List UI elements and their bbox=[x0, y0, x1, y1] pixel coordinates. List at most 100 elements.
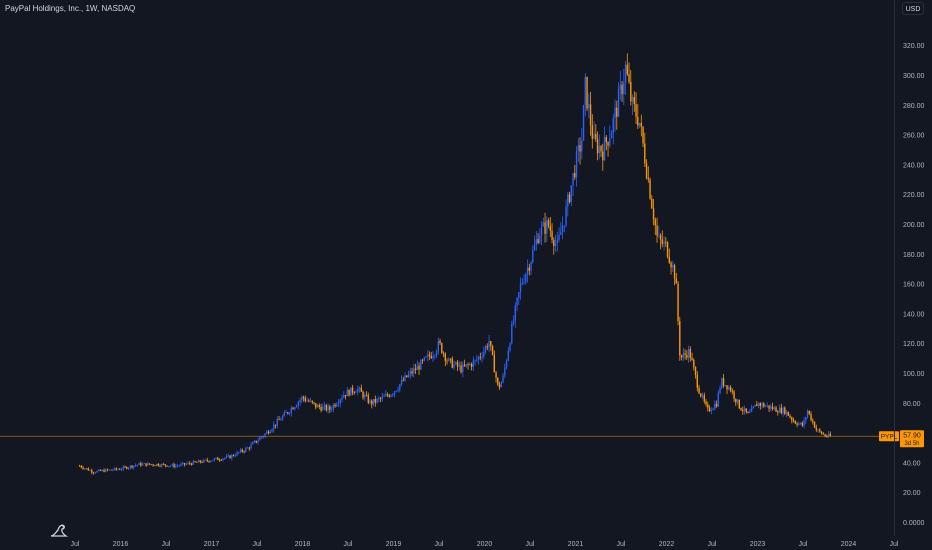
candle-body bbox=[78, 465, 81, 467]
candle-body bbox=[626, 64, 628, 75]
candle-body bbox=[582, 105, 585, 141]
candle-body bbox=[332, 404, 334, 410]
candle-body bbox=[773, 407, 775, 410]
candle-body bbox=[530, 262, 532, 271]
candle-body bbox=[549, 226, 551, 231]
candle-body bbox=[528, 267, 530, 271]
candle-body bbox=[313, 402, 315, 404]
x-tick-label: Jul bbox=[617, 541, 626, 548]
candle-body bbox=[112, 469, 114, 471]
candle-body bbox=[456, 362, 459, 367]
candle-body bbox=[462, 364, 464, 373]
candle-body bbox=[808, 410, 810, 414]
candle-body bbox=[519, 283, 522, 293]
candle-body bbox=[105, 469, 107, 472]
candle-body bbox=[731, 390, 733, 392]
candle-body bbox=[621, 84, 623, 94]
candle-body bbox=[532, 250, 534, 263]
candle-body bbox=[301, 396, 303, 401]
candle-body bbox=[668, 256, 670, 263]
candle-body bbox=[708, 407, 711, 412]
currency-button[interactable]: USD bbox=[902, 2, 924, 15]
x-tick-label: Jul bbox=[71, 541, 80, 548]
candle-body bbox=[376, 398, 378, 403]
candle-body bbox=[780, 407, 782, 414]
x-tick-label: Jul bbox=[708, 541, 717, 548]
candle-body bbox=[145, 463, 147, 466]
candle-body bbox=[602, 151, 604, 161]
candle-body bbox=[439, 340, 441, 344]
candle-body bbox=[679, 321, 681, 356]
candles bbox=[78, 53, 831, 475]
x-tick-label: 2019 bbox=[386, 541, 402, 548]
candle-body bbox=[255, 440, 257, 443]
candle-body bbox=[414, 368, 417, 371]
candle-body bbox=[92, 472, 95, 474]
candle-body bbox=[775, 407, 777, 412]
candle-body bbox=[428, 354, 431, 357]
candle-body bbox=[682, 353, 684, 358]
candle-body bbox=[367, 395, 369, 403]
candle-body bbox=[607, 142, 609, 146]
candle-body bbox=[469, 364, 471, 365]
candle-body bbox=[577, 144, 579, 151]
candle-body bbox=[236, 452, 238, 456]
candle-body bbox=[82, 467, 84, 469]
tradingview-dino-icon bbox=[50, 524, 69, 537]
x-tick-label: 2024 bbox=[841, 541, 857, 548]
candle-body bbox=[217, 457, 219, 460]
candle-body bbox=[817, 429, 819, 431]
candle-body bbox=[666, 242, 669, 257]
candle-body bbox=[579, 144, 581, 152]
candle-body bbox=[742, 410, 744, 412]
candle-body bbox=[178, 465, 180, 467]
candle-body bbox=[155, 463, 158, 466]
candle-body bbox=[115, 468, 117, 470]
candle-body bbox=[299, 400, 301, 403]
x-tick-label: 2016 bbox=[113, 541, 129, 548]
candle-body bbox=[152, 464, 154, 466]
candle-body bbox=[778, 407, 781, 413]
candle-body bbox=[248, 447, 250, 449]
candle-body bbox=[777, 411, 779, 413]
candle-body bbox=[672, 265, 674, 268]
candle-body bbox=[686, 354, 688, 358]
x-tick-label: 2017 bbox=[204, 541, 220, 548]
candle-body bbox=[322, 406, 324, 411]
candle-body bbox=[603, 137, 606, 161]
candle-body bbox=[729, 387, 732, 391]
candle-body bbox=[330, 409, 333, 411]
candle-body bbox=[355, 391, 357, 393]
candle-body bbox=[343, 394, 345, 398]
candle-body bbox=[238, 452, 240, 453]
candle-body bbox=[288, 412, 291, 414]
candle-body bbox=[610, 133, 613, 139]
candle-body bbox=[266, 431, 268, 434]
candle-body bbox=[393, 391, 396, 395]
candle-body bbox=[551, 230, 553, 240]
candle-body bbox=[745, 408, 747, 412]
candle-body bbox=[344, 394, 347, 397]
x-tick-label: Jul bbox=[253, 541, 262, 548]
candle-body bbox=[498, 384, 501, 388]
candle-body bbox=[390, 394, 392, 397]
candle-body bbox=[113, 468, 116, 470]
candle-body bbox=[736, 399, 739, 403]
candle-body bbox=[479, 356, 481, 358]
candle-body bbox=[630, 81, 632, 102]
candle-body bbox=[514, 305, 516, 321]
candle-body bbox=[596, 139, 599, 154]
candle-body bbox=[525, 274, 527, 282]
candle-body bbox=[712, 408, 714, 411]
candle-body bbox=[581, 140, 583, 152]
y-tick-label: 200.00 bbox=[903, 222, 925, 229]
candle-body bbox=[799, 422, 802, 424]
candle-body bbox=[722, 378, 725, 386]
candle-body bbox=[339, 399, 341, 404]
candle-body bbox=[369, 400, 371, 403]
candle-body bbox=[98, 469, 100, 471]
candle-body bbox=[495, 372, 497, 378]
candle-body bbox=[812, 420, 814, 422]
candle-body bbox=[185, 463, 187, 465]
